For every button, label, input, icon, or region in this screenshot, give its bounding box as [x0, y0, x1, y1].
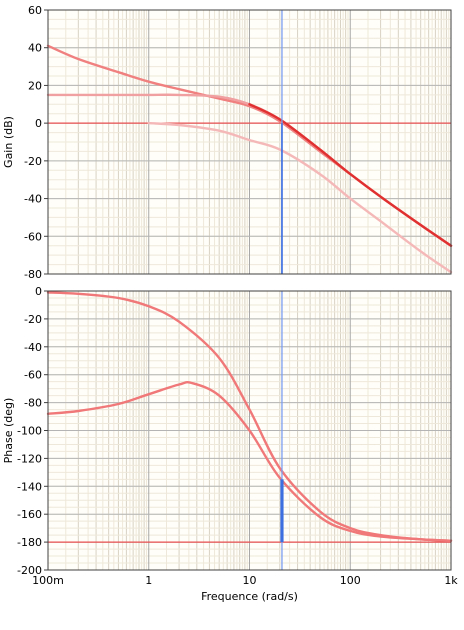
phase-x-tick-label: 1	[145, 574, 152, 587]
phase-y-ticks: 0 -20 -40 -60 -80 -100 -120 -140 -160 -180 -200	[17, 285, 48, 577]
phase-y-tick-label: 0	[35, 285, 42, 298]
phase-y-tick-label: -140	[17, 480, 42, 493]
gain-y-ticks: 60 40 20 0 -20 -40 -60 -80	[24, 4, 48, 281]
gain-y-tick-label: 40	[28, 42, 42, 55]
phase-x-tick-label: 100m	[32, 574, 64, 587]
gain-y-tick-label: -60	[24, 230, 42, 243]
gain-frame	[47, 9, 452, 275]
phase-x-tick-label: 100	[340, 574, 361, 587]
phase-series-1	[46, 291, 453, 542]
phase-x-tick-label: 1k	[444, 574, 458, 587]
gain-y-tick-label: -40	[24, 193, 42, 206]
phase-y-tick-label: -40	[24, 341, 42, 354]
phase-x-tick-label: 10	[243, 574, 257, 587]
phase-y-tick-label: -60	[24, 369, 42, 382]
phase-y-tick-label: -180	[17, 536, 42, 549]
gain-y-tick-label: 60	[28, 4, 42, 17]
gain-panel: 60 40 20 0 -20 -40 -60 -80 Gain (dB)	[2, 4, 453, 281]
phase-y-axis-label: Phase (deg)	[2, 398, 15, 464]
gain-series-3	[248, 103, 453, 247]
phase-y-tick-label: -100	[17, 425, 42, 438]
phase-series-2	[46, 381, 453, 542]
phase-y-tick-label: -80	[24, 397, 42, 410]
phase-x-ticks: 100m 1 10 100 1k	[32, 574, 458, 587]
gain-series-4	[147, 121, 453, 274]
gain-y-tick-label: 0	[35, 117, 42, 130]
phase-y-tick-label: -160	[17, 508, 42, 521]
phase-y-tick-label: -200	[17, 564, 42, 577]
gain-y-tick-label: -20	[24, 155, 42, 168]
phase-y-tick-label: -20	[24, 313, 42, 326]
phase-panel: 0-20-40-60-80-100-120-140-160-180-200100…	[2, 285, 458, 603]
phase-y-tick-label: -120	[17, 452, 42, 465]
gain-y-axis-label: Gain (dB)	[2, 116, 15, 168]
gain-y-tick-label: -80	[24, 268, 42, 281]
gain-y-tick-label: 20	[28, 79, 42, 92]
phase-x-axis-label: Frequence (rad/s)	[201, 590, 298, 603]
